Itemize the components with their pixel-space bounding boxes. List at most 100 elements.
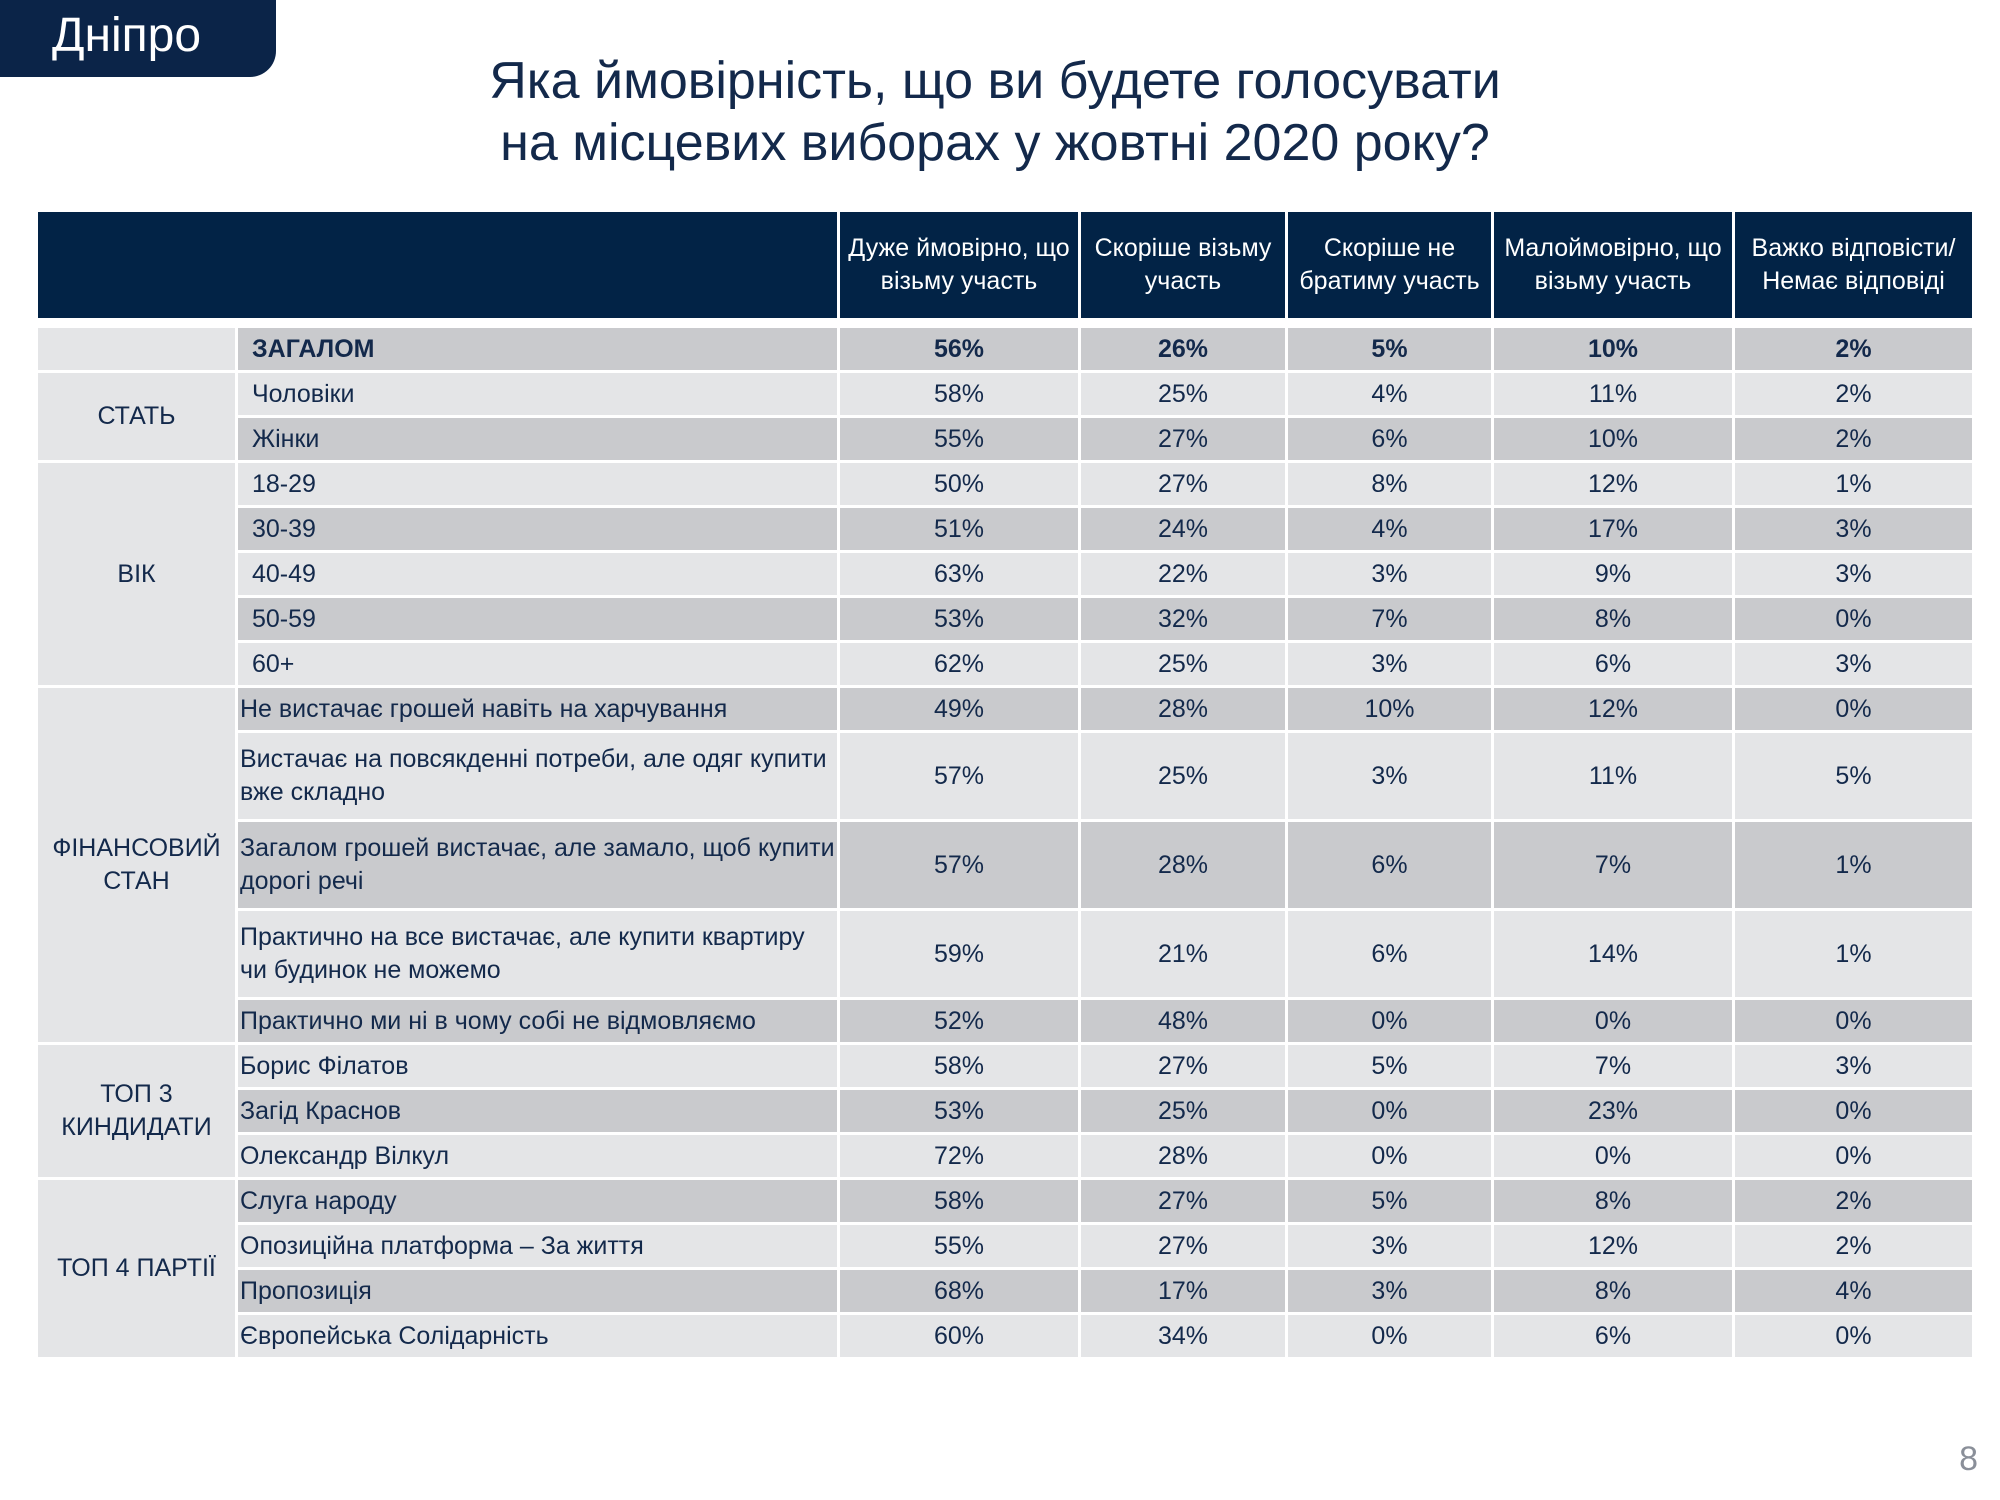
table-row: Опозиційна платформа – За життя 55% 27% 3% 1… xyxy=(37,1222,1975,1270)
title-line-2: на місцевих виборах у жовтні 2020 року? xyxy=(500,114,1490,172)
cell-value: 11% xyxy=(1491,730,1735,822)
table-row: ФІНАНСОВИЙ СТАН Не вистачає грошей навіть… xyxy=(35,685,1975,1045)
cell-value: 9% xyxy=(1491,550,1735,598)
group-label: СТАТЬ xyxy=(35,370,238,463)
table-row: 60+ 62% 25% 3% 6% 3% xyxy=(37,640,1975,688)
cell-value: 25% xyxy=(1078,370,1288,418)
cell-value: 5% xyxy=(1285,1042,1494,1090)
cell-value: 3% xyxy=(1732,505,1975,553)
column-header: Скоріше не братиму участь xyxy=(1285,209,1494,321)
table-row: Європейська Солідарність 60% 34% 0% 6% 0% xyxy=(37,1312,1975,1360)
table-row: ТОП 4 ПАРТІЇ Слуга народу 58% 27% 5% 8% 2% xyxy=(35,1177,1975,1360)
cell-value: 32% xyxy=(1078,595,1288,643)
group-label: ВІК xyxy=(35,460,238,688)
group-label: ФІНАНСОВИЙ СТАН xyxy=(35,685,238,1045)
cell-value: 55% xyxy=(837,1222,1081,1270)
cell-value: 3% xyxy=(1285,730,1494,822)
row-label: Борис Філатов xyxy=(235,1042,840,1090)
cell-value: 0% xyxy=(1285,1087,1494,1135)
cell-value: 21% xyxy=(1078,908,1288,1000)
table-row: Загід Краснов 53% 25% 0% 23% 0% xyxy=(37,1087,1975,1135)
table-row: Практично на все вистачає, але купити кв… xyxy=(37,908,1975,1000)
cell-value: 55% xyxy=(837,415,1081,463)
cell-value: 0% xyxy=(1285,1312,1494,1360)
column-header: Дуже ймовірно, що візьму участь xyxy=(837,209,1081,321)
cell-value: 0% xyxy=(1732,685,1975,733)
row-label: Чоловіки xyxy=(235,370,840,418)
cell-value: 6% xyxy=(1491,1312,1735,1360)
cell-value: 5% xyxy=(1285,325,1494,373)
cell-value: 53% xyxy=(837,1087,1081,1135)
cell-value: 3% xyxy=(1285,640,1494,688)
row-label: Практично на все вистачає, але купити кв… xyxy=(235,908,840,1000)
row-label: Не вистачає грошей навіть на харчування xyxy=(235,685,840,733)
cell-value: 8% xyxy=(1491,595,1735,643)
results-table: Дуже ймовірно, що візьму участь Скоріше … xyxy=(35,209,1975,1360)
cell-value: 17% xyxy=(1491,505,1735,553)
group-label: ТОП 3 КИНДИДАТИ xyxy=(35,1042,238,1180)
cell-value: 0% xyxy=(1285,997,1494,1045)
cell-value: 5% xyxy=(1285,1177,1494,1225)
cell-value: 6% xyxy=(1285,908,1494,1000)
row-label: 60+ xyxy=(235,640,840,688)
cell-value: 25% xyxy=(1078,730,1288,822)
column-header: Скоріше візьму участь xyxy=(1078,209,1288,321)
cell-value: 3% xyxy=(1285,1222,1494,1270)
row-label: ЗАГАЛОМ xyxy=(235,325,840,373)
table-row: СТАТЬ Чоловіки 58% 25% 4% 11% 2% xyxy=(35,370,1975,463)
row-label: Олександр Вілкул xyxy=(235,1132,840,1180)
cell-value: 3% xyxy=(1285,1267,1494,1315)
table-row: Практично ми ні в чому собі не відмовляє… xyxy=(37,997,1975,1045)
row-label: Опозиційна платформа – За життя xyxy=(235,1222,840,1270)
cell-value: 26% xyxy=(1078,325,1288,373)
row-label: Вистачає на повсякденні потреби, але одя… xyxy=(235,730,840,822)
slide-title: Яка ймовірність, що ви будете голосувати… xyxy=(300,50,1690,174)
table-row: Пропозиція 68% 17% 3% 8% 4% xyxy=(37,1267,1975,1315)
cell-value: 25% xyxy=(1078,640,1288,688)
cell-value: 0% xyxy=(1732,1132,1975,1180)
cell-value: 28% xyxy=(1078,1132,1288,1180)
cell-value: 6% xyxy=(1285,819,1494,911)
cell-value: 1% xyxy=(1732,908,1975,1000)
cell-value: 4% xyxy=(1732,1267,1975,1315)
cell-value: 60% xyxy=(837,1312,1081,1360)
cell-value: 0% xyxy=(1732,1312,1975,1360)
cell-value: 28% xyxy=(1078,685,1288,733)
cell-value: 7% xyxy=(1285,595,1494,643)
title-line-1: Яка ймовірність, що ви будете голосувати xyxy=(489,52,1501,110)
cell-value: 34% xyxy=(1078,1312,1288,1360)
header-row: Дуже ймовірно, що візьму участь Скоріше … xyxy=(35,209,1975,321)
cell-value: 22% xyxy=(1078,550,1288,598)
cell-value: 2% xyxy=(1732,1177,1975,1225)
cell-value: 68% xyxy=(837,1267,1081,1315)
cell-value: 57% xyxy=(837,730,1081,822)
table-row: ВІК 18-29 50% 27% 8% 12% 1% xyxy=(35,460,1975,688)
cell-value: 25% xyxy=(1078,1087,1288,1135)
cell-value: 12% xyxy=(1491,460,1735,508)
column-header: Важко відповісти/ Немає відповіді xyxy=(1732,209,1975,321)
group-blank xyxy=(35,325,238,373)
cell-value: 2% xyxy=(1732,370,1975,418)
cell-value: 2% xyxy=(1732,1222,1975,1270)
table-row: ТОП 3 КИНДИДАТИ Борис Філатов 58% 27% 5% 7% 3% xyxy=(35,1042,1975,1180)
cell-value: 27% xyxy=(1078,1222,1288,1270)
cell-value: 3% xyxy=(1732,640,1975,688)
row-label: 30-39 xyxy=(235,505,840,553)
cell-value: 72% xyxy=(837,1132,1081,1180)
cell-value: 57% xyxy=(837,819,1081,911)
cell-value: 3% xyxy=(1732,550,1975,598)
column-header: Малоймовірно, що візьму участь xyxy=(1491,209,1735,321)
cell-value: 62% xyxy=(837,640,1081,688)
table-row: Жінки 55% 27% 6% 10% 2% xyxy=(37,415,1975,463)
cell-value: 0% xyxy=(1732,595,1975,643)
row-label: Практично ми ні в чому собі не відмовляє… xyxy=(235,997,840,1045)
cell-value: 23% xyxy=(1491,1087,1735,1135)
cell-value: 27% xyxy=(1078,1177,1288,1225)
cell-value: 4% xyxy=(1285,505,1494,553)
cell-value: 28% xyxy=(1078,819,1288,911)
cell-value: 59% xyxy=(837,908,1081,1000)
cell-value: 0% xyxy=(1491,1132,1735,1180)
cell-value: 27% xyxy=(1078,460,1288,508)
cell-value: 5% xyxy=(1732,730,1975,822)
row-label: Загід Краснов xyxy=(235,1087,840,1135)
